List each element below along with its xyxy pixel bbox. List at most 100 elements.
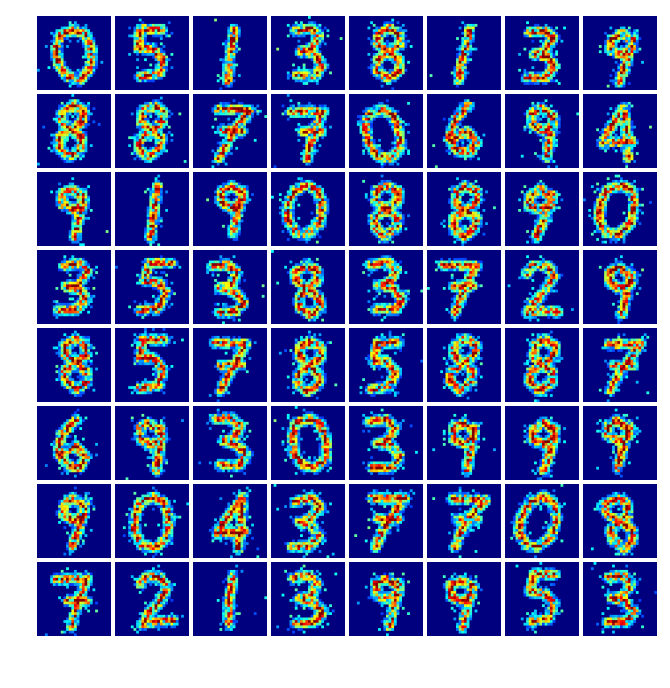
digit-heatmap — [442, 572, 483, 634]
digit-heatmap — [122, 486, 189, 558]
digit-heatmap — [211, 99, 267, 168]
digit-heatmap — [50, 177, 109, 246]
digit-heatmap — [432, 486, 491, 558]
digit-heatmap — [362, 408, 418, 480]
digit-heatmap — [367, 18, 413, 90]
digit-tile — [271, 250, 345, 324]
digit-heatmap — [432, 99, 486, 168]
digit-heatmap — [44, 408, 98, 478]
digit-tile — [193, 16, 267, 90]
digit-heatmap — [440, 333, 483, 400]
digit-heatmap — [362, 255, 423, 322]
digit-heatmap — [52, 255, 98, 319]
digit-heatmap — [276, 564, 338, 634]
digit-tile — [115, 484, 189, 558]
digit-tile — [349, 250, 423, 324]
digit-tile — [427, 328, 501, 402]
digit-heatmap — [362, 174, 410, 244]
digit-tile — [37, 250, 111, 324]
digit-tile — [115, 172, 189, 246]
digit-tile — [427, 94, 501, 168]
digit-tile — [115, 16, 189, 90]
digit-heatmap — [208, 486, 260, 558]
digit-heatmap — [583, 174, 652, 244]
digit-tile — [271, 16, 345, 90]
digit-tile — [427, 562, 501, 636]
digit-tile — [583, 406, 657, 480]
digit-heatmap — [37, 21, 104, 88]
digit-tile — [271, 172, 345, 246]
digit-heatmap — [273, 406, 332, 475]
digit-heatmap — [356, 572, 410, 636]
digit-heatmap — [510, 484, 566, 558]
digit-tile — [271, 484, 345, 558]
digit-heatmap — [518, 179, 564, 244]
digit-tile — [427, 172, 501, 246]
digit-tile — [349, 16, 423, 90]
digit-tile — [349, 562, 423, 636]
digit-heatmap — [206, 179, 254, 241]
digit-heatmap — [214, 18, 241, 90]
digit-tile — [505, 484, 579, 558]
digit-heatmap — [356, 99, 410, 168]
digit-heatmap — [125, 413, 184, 480]
digit-heatmap — [429, 21, 478, 88]
digit-tile — [583, 562, 657, 636]
digit-heatmap — [52, 330, 98, 397]
digit-tile — [349, 406, 423, 480]
digit-tile — [193, 94, 267, 168]
digit-heatmap — [128, 18, 174, 83]
digit-tile — [349, 172, 423, 246]
digit-heatmap — [144, 174, 168, 246]
digit-tile — [583, 250, 657, 324]
digit-tile — [271, 406, 345, 480]
digit-heatmap — [354, 489, 416, 553]
digit-heatmap — [276, 16, 343, 85]
digit-heatmap — [507, 255, 574, 322]
digit-heatmap — [515, 562, 564, 634]
digit-tile — [37, 484, 111, 558]
digit-heatmap — [518, 21, 566, 85]
digit-tile — [37, 562, 111, 636]
digit-tile — [37, 16, 111, 90]
digit-tile — [505, 250, 579, 324]
digit-heatmap — [55, 486, 96, 556]
digit-heatmap — [520, 99, 579, 168]
digit-tile-grid — [37, 16, 657, 636]
digit-tile — [583, 94, 657, 168]
digit-heatmap — [359, 330, 423, 397]
digit-tile — [349, 328, 423, 402]
digit-tile — [505, 406, 579, 480]
digit-tile — [583, 328, 657, 402]
digit-tile — [37, 172, 111, 246]
digit-heatmap — [427, 257, 483, 322]
digit-heatmap — [273, 94, 332, 168]
digit-heatmap — [216, 564, 267, 631]
digit-tile — [427, 250, 501, 324]
digit-tile — [37, 94, 111, 168]
digit-tile — [505, 562, 579, 636]
digit-tile — [349, 484, 423, 558]
digit-tile — [583, 484, 657, 558]
digit-tile — [505, 94, 579, 168]
digit-heatmap — [273, 484, 335, 558]
digit-tile — [37, 328, 111, 402]
digit-tile — [427, 16, 501, 90]
digit-tile — [193, 328, 267, 402]
digit-tile — [115, 250, 189, 324]
digit-heatmap — [271, 177, 330, 244]
digit-heatmap — [598, 255, 644, 324]
digit-tile — [37, 406, 111, 480]
digit-tile — [115, 406, 189, 480]
digit-heatmap — [432, 413, 496, 478]
digit-tile — [193, 562, 267, 636]
digit-tile — [193, 406, 267, 480]
digit-heatmap — [590, 491, 639, 556]
digit-tile — [115, 328, 189, 402]
digit-tile — [271, 562, 345, 636]
digit-tile — [505, 172, 579, 246]
digit-heatmap — [523, 416, 566, 480]
digit-heatmap — [590, 562, 657, 634]
digit-heatmap — [206, 255, 265, 324]
digit-tile — [583, 172, 657, 246]
